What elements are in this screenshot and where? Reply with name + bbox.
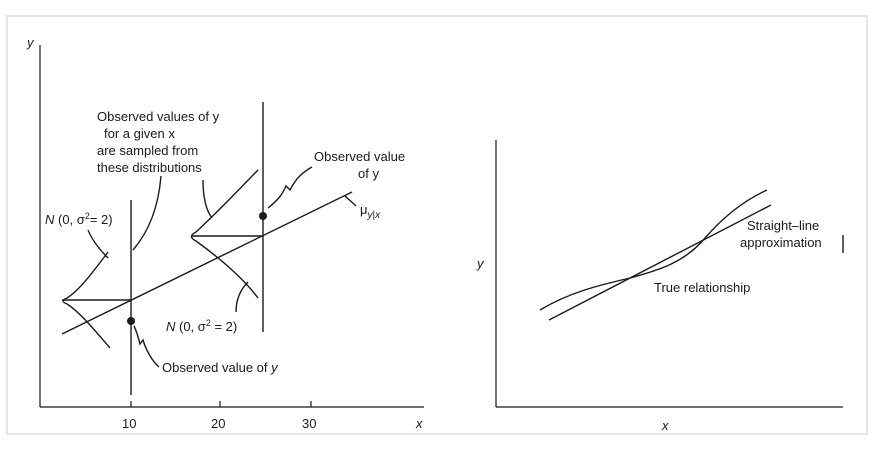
dist-label-right: N (0, σ2 = 2): [166, 318, 237, 334]
mean-regression-line: [61, 191, 353, 335]
right-x-axis-label: x: [661, 418, 669, 433]
left-x-axis-label: x: [415, 416, 423, 431]
mean-line-label: μy|x: [360, 202, 381, 221]
straight-line-approximation: [548, 204, 772, 321]
observed-point-x10: [127, 317, 135, 325]
x-tick-label-20: 20: [211, 416, 225, 431]
left-diagram: y x 10 20 30 Observed values of y for a …: [26, 35, 424, 431]
x-tick-label-10: 10: [122, 416, 136, 431]
true-relationship-curve: [539, 189, 768, 311]
annotation-observed-values: Observed values of y for a given x are s…: [97, 109, 223, 175]
x-tick-label-30: 30: [302, 416, 316, 431]
pointer-to-right-dist: [202, 179, 213, 219]
observed-point-x25: [259, 212, 267, 220]
pointer-to-left-dist: [132, 175, 162, 251]
normal-curve-right: [190, 169, 259, 299]
left-y-axis-label: y: [26, 35, 35, 50]
pointer-dist-right: [235, 281, 249, 313]
pointer-mu: [344, 195, 357, 207]
pointer-observed-bottom: [133, 325, 160, 368]
dist-label-left: N (0, σ2= 2): [45, 211, 113, 227]
annotation-observed-value-bottom: Observed value of y: [162, 360, 279, 375]
normal-curve-left: [62, 251, 111, 349]
annotation-observed-value-top: Observed value of y: [314, 149, 409, 181]
right-y-axis-label: y: [476, 256, 485, 271]
pointer-dist-left: [87, 229, 109, 259]
label-true-relationship: True relationship: [654, 280, 750, 295]
label-straight-line: Straight–line approximation: [740, 218, 823, 250]
right-diagram: y x Straight–line approximation True rel…: [476, 140, 844, 433]
pointer-observed-top: [267, 166, 313, 209]
